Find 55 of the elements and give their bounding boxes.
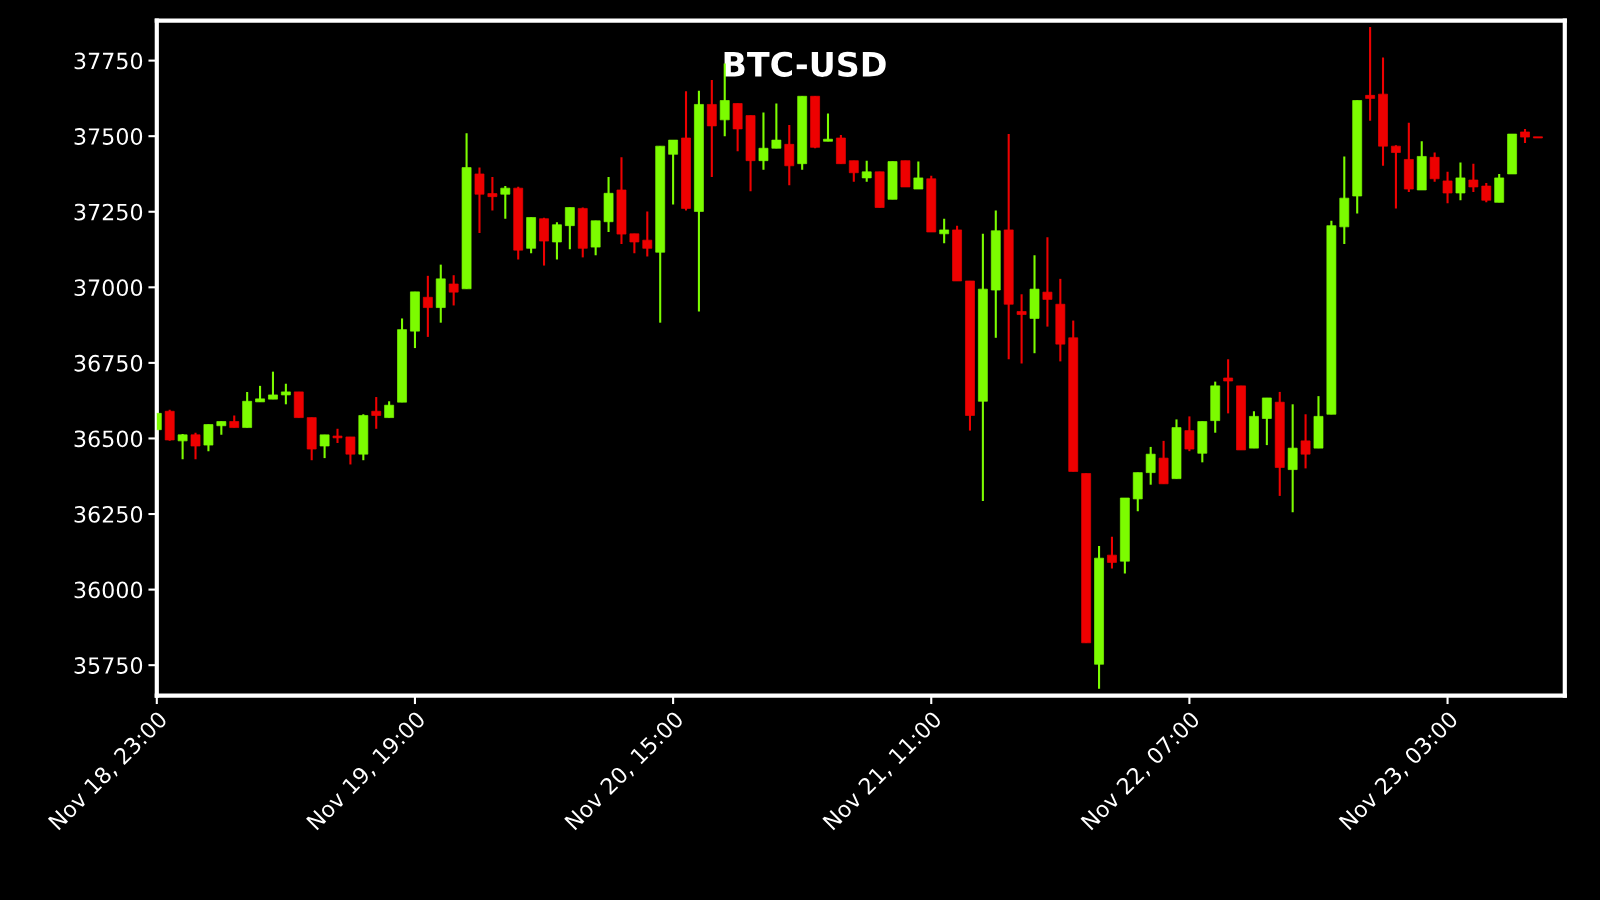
candlestick [1365,26,1375,122]
candlestick [1429,151,1440,183]
candlestick [1145,445,1156,486]
candlestick [823,112,833,143]
candlestick [939,217,950,245]
candlestick [345,435,356,466]
candlestick [1455,161,1466,202]
candlestick [332,427,343,445]
text: BTC-USD [724,51,886,77]
y-tick-label: 37000 [74,279,143,297]
candlestick [203,423,214,453]
y-tick-label: 36750 [74,354,143,372]
y-tick-label: 36500 [74,430,143,448]
candlestick [1107,535,1117,570]
candlestick [422,274,433,338]
candlestick [474,166,485,234]
candlestick [1184,415,1195,453]
candlestick [784,123,795,187]
candlestick [1042,236,1053,328]
candlestick [268,370,278,401]
candlestick [771,102,782,150]
candlestick [758,111,769,171]
candlestick [564,206,575,251]
candlestick [1481,181,1492,204]
y-tick-label: 36000 [74,581,143,599]
candlestick [371,396,382,430]
candlestick [861,159,872,183]
candlestick [668,139,678,206]
candlestick [500,185,511,220]
candlestick [177,432,188,461]
candlestick [1300,413,1311,470]
y-tick-label: 36250 [74,505,143,523]
candlestick [1223,358,1233,415]
candlestick [190,431,201,461]
y-tick-label: 37250 [74,203,143,221]
candlestick [1468,162,1479,194]
candlestick [487,175,498,212]
candlestick [913,160,924,191]
candlestick [281,382,291,406]
candlestick [1016,293,1027,365]
candlestick [1442,170,1453,205]
y-tick-label: 35750 [74,657,143,674]
candlestick [1287,403,1298,514]
candlestick [552,221,562,261]
y-tick-label: 37750 [74,52,143,70]
candlestick [1391,144,1401,210]
candlestick [539,216,549,267]
candlestick [706,78,717,179]
candlestick [642,210,653,258]
candlestick [319,433,330,460]
candlestick [629,232,640,255]
candlestick [448,274,459,307]
y-tick-label: 37500 [74,128,143,145]
candlestick [848,159,859,183]
candlestick [1261,396,1272,447]
